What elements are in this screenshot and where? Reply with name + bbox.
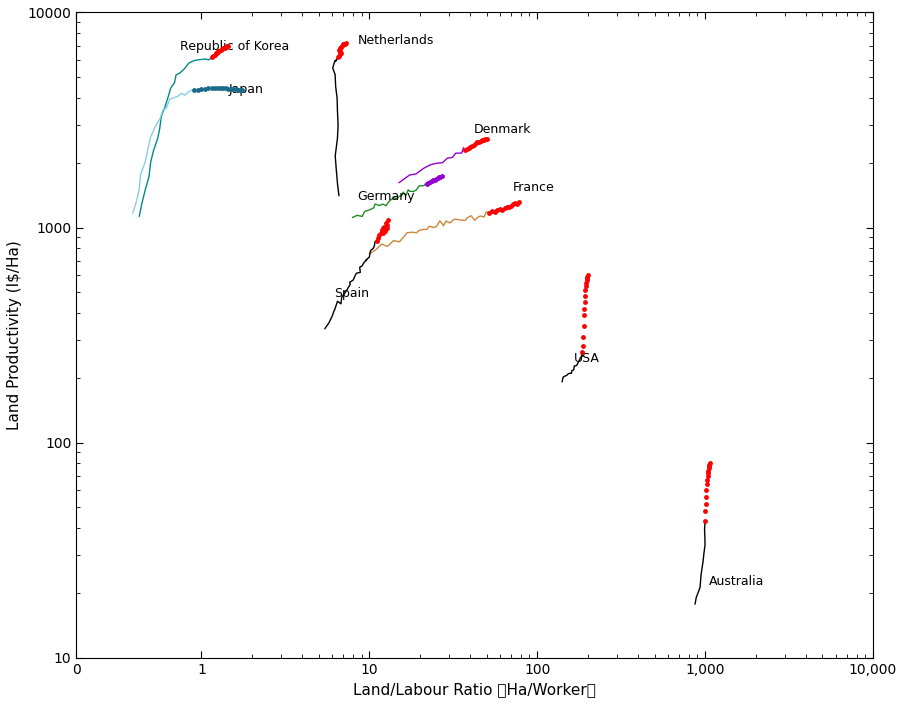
Text: USA: USA [573, 352, 599, 365]
X-axis label: Land/Labour Ratio 〈Ha/Worker〉: Land/Labour Ratio 〈Ha/Worker〉 [353, 682, 595, 697]
Text: Netherlands: Netherlands [357, 34, 433, 47]
Text: Australia: Australia [709, 575, 764, 589]
Text: Denmark: Denmark [473, 123, 531, 137]
Text: Germany: Germany [357, 190, 414, 203]
Text: Japan: Japan [228, 83, 263, 96]
Text: France: France [513, 181, 554, 194]
Y-axis label: Land Productivity (I$/Ha): Land Productivity (I$/Ha) [7, 240, 22, 430]
Text: Spain: Spain [334, 287, 369, 300]
Text: Republic of Korea: Republic of Korea [181, 39, 289, 53]
